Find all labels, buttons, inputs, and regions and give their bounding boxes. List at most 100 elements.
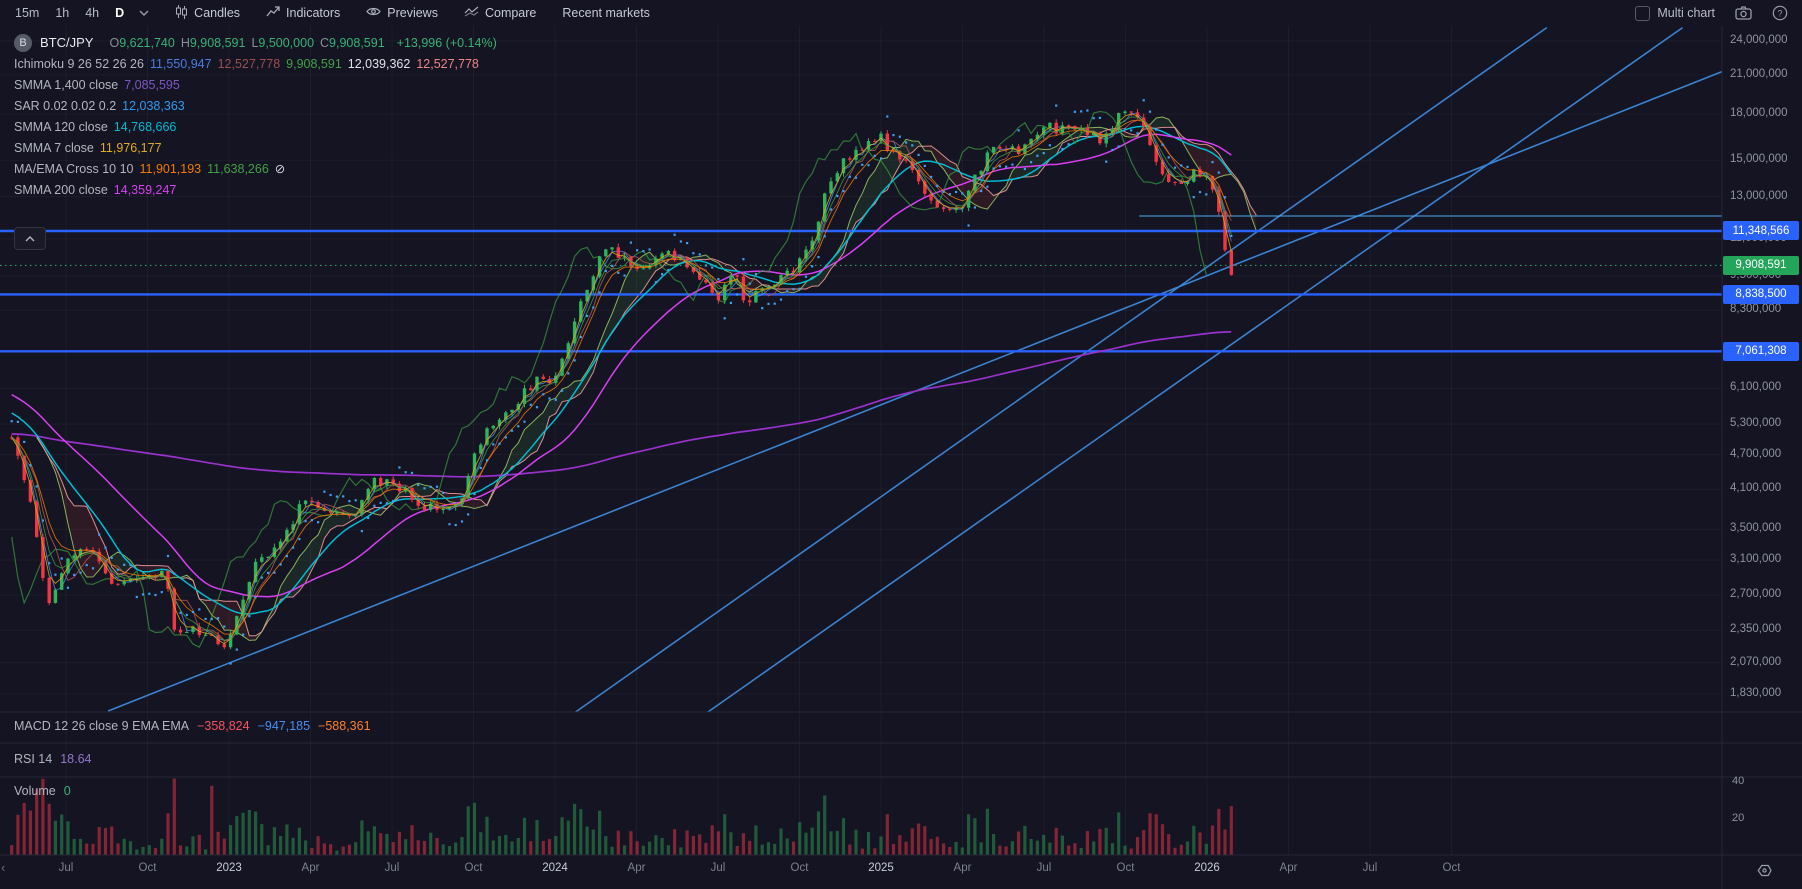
time-tick: 2026 xyxy=(1194,862,1220,874)
time-tick: Apr xyxy=(627,862,646,874)
indicators-label: Indicators xyxy=(286,6,341,20)
price-tick: 18,000,000 xyxy=(1730,106,1788,119)
ohlc-key: H xyxy=(180,35,190,50)
price-tick: 2,350,000 xyxy=(1730,623,1782,636)
timeframe-dropdown-icon[interactable] xyxy=(139,10,149,16)
legend-row[interactable]: SAR 0.02 0.02 0.2 12,038,363 xyxy=(14,95,497,116)
indicator-value: 11,901,193 xyxy=(139,161,202,176)
legend-row[interactable]: Ichimoku 9 26 52 26 26 11,550,947 12,527,7… xyxy=(14,53,497,74)
symbol-name[interactable]: BTC/JPY xyxy=(40,35,94,50)
price-line-label[interactable]: 8,838,500 xyxy=(1723,284,1799,304)
price-line-label[interactable]: 9,908,591 xyxy=(1723,255,1799,275)
macd-values: −358,824 −947,185 −588,361 xyxy=(197,719,378,733)
price-tick: 13,000,000 xyxy=(1730,189,1788,202)
change-value: +13,996 (+0.14%) xyxy=(396,35,497,50)
price-tick: 5,300,000 xyxy=(1730,417,1782,430)
indicator-label: SMMA 1,400 close xyxy=(14,77,119,92)
price-line-label[interactable]: 7,061,308 xyxy=(1723,341,1799,361)
time-tick: Jul xyxy=(384,862,400,874)
indicator-legend: B BTC/JPY O9,621,740 H9,908,591 L9,500,000… xyxy=(14,32,497,200)
time-tick: 2025 xyxy=(868,862,894,874)
price-tick: 21,000,000 xyxy=(1730,67,1788,80)
price-tick: 24,000,000 xyxy=(1730,34,1788,46)
indicator-value: 11,550,947 xyxy=(149,56,212,71)
time-tick: Oct xyxy=(790,862,809,874)
time-tick: Oct xyxy=(1442,862,1461,874)
multi-chart-toggle[interactable]: Multi chart xyxy=(1635,5,1715,21)
price-line-label[interactable]: 11,348,566 xyxy=(1723,221,1799,241)
legend-row[interactable]: SMMA 120 close 14,768,666 xyxy=(14,116,497,137)
compare-button[interactable]: Compare xyxy=(464,6,536,20)
time-tick: Jul xyxy=(58,862,74,874)
indicator-value: 14,768,666 xyxy=(113,119,177,134)
volume-legend-row[interactable]: Volume 0 xyxy=(14,784,71,798)
ohlc-values: O9,621,740 H9,908,591 L9,500,000 C9,908,591 xyxy=(103,36,384,50)
timeframe-D[interactable]: D xyxy=(115,6,125,20)
volume-axis-tick: 20 xyxy=(1732,812,1745,824)
candles-button[interactable]: Candles xyxy=(175,4,241,22)
screenshot-camera-button[interactable] xyxy=(1735,6,1752,20)
timeframe-group: 15m 1h 4h D xyxy=(6,3,131,23)
time-tick: Apr xyxy=(953,862,972,874)
eye-icon xyxy=(366,6,382,20)
time-tick: Apr xyxy=(1279,862,1298,874)
rsi-legend-row[interactable]: RSI 14 18.64 xyxy=(14,752,92,766)
legend-row[interactable]: SMMA 200 close 14,359,247 xyxy=(14,179,497,200)
indicator-value: 7,085,595 xyxy=(124,77,180,92)
indicator-value: 12,527,778 xyxy=(416,56,479,71)
price-tick: 4,700,000 xyxy=(1730,447,1782,460)
time-tick: Jul xyxy=(710,862,726,874)
macd-value: −588,361 xyxy=(318,719,371,733)
compare-icon xyxy=(464,6,479,20)
indicators-icon xyxy=(266,5,280,21)
candles-label: Candles xyxy=(194,6,241,20)
previews-label: Previews xyxy=(387,6,438,20)
legend-row[interactable]: MA/EMA Cross 10 10 11,901,193 11,638,266 ⊘ xyxy=(14,158,497,179)
macd-value: −947,185 xyxy=(257,719,311,733)
price-tick: 4,100,000 xyxy=(1730,482,1782,495)
time-tick: Apr xyxy=(301,862,320,874)
multi-chart-checkbox[interactable] xyxy=(1635,5,1651,21)
legend-collapse-button[interactable] xyxy=(14,227,46,250)
price-tick: 15,000,000 xyxy=(1730,153,1788,166)
time-scale[interactable]: Jul Oct 2023 Apr Jul Oct 2024 Apr Jul Oct 2025 Apr J… xyxy=(0,856,1802,889)
axis-settings-gear-icon[interactable] xyxy=(1756,862,1773,884)
top-toolbar: 15m 1h 4h D Candles Indicators Previews xyxy=(0,0,1802,26)
macd-legend-row[interactable]: MACD 12 26 close 9 EMA EMA −358,824 −947,… xyxy=(14,719,379,733)
timeframe-15m[interactable]: 15m xyxy=(15,6,40,20)
time-tick: Oct xyxy=(464,862,483,874)
multi-chart-label: Multi chart xyxy=(1657,6,1715,20)
rsi-label: RSI 14 xyxy=(14,752,53,766)
help-button[interactable]: ? xyxy=(1772,5,1788,21)
indicator-label: MA/EMA Cross 10 10 xyxy=(14,161,134,176)
legend-row[interactable]: SMMA 7 close 11,976,177 xyxy=(14,137,497,158)
ohlc-value: 9,621,740 xyxy=(119,35,175,50)
timeframe-4h[interactable]: 4h xyxy=(85,6,100,20)
indicator-value: 11,638,266 xyxy=(207,161,269,176)
indicator-label: Ichimoku 9 26 52 26 26 xyxy=(14,56,144,71)
recent-markets-label: Recent markets xyxy=(562,6,650,20)
ohlc-key: C xyxy=(320,35,330,50)
recent-markets-button[interactable]: Recent markets xyxy=(562,6,650,20)
time-tick: Oct xyxy=(138,862,157,874)
price-tick: 2,700,000 xyxy=(1730,588,1782,601)
time-tick: Jul xyxy=(1362,862,1378,874)
indicator-label: SAR 0.02 0.02 0.2 xyxy=(14,98,117,113)
indicator-rows: Ichimoku 9 26 52 26 26 11,550,947 12,527,7… xyxy=(14,53,497,200)
price-tick: 1,830,000 xyxy=(1730,686,1782,699)
disabled-icon[interactable]: ⊘ xyxy=(274,162,286,176)
price-scale[interactable]: 24,000,000 21,000,000 18,000,000 15,000,000… xyxy=(1722,26,1802,855)
ohlc-value: 9,908,591 xyxy=(329,35,385,50)
indicators-button[interactable]: Indicators xyxy=(266,5,340,21)
ohlc-value: 9,500,000 xyxy=(258,35,315,50)
compare-label: Compare xyxy=(484,6,537,20)
indicator-value: 12,527,778 xyxy=(217,56,281,71)
symbol-legend-row[interactable]: B BTC/JPY O9,621,740 H9,908,591 L9,500,000… xyxy=(14,32,497,53)
scroll-left-icon[interactable]: ‹ xyxy=(1,860,6,875)
timeframe-1h[interactable]: 1h xyxy=(55,6,70,20)
previews-button[interactable]: Previews xyxy=(366,6,438,20)
legend-row[interactable]: SMMA 1,400 close 7,085,595 xyxy=(14,74,497,95)
svg-text:?: ? xyxy=(1777,8,1782,18)
